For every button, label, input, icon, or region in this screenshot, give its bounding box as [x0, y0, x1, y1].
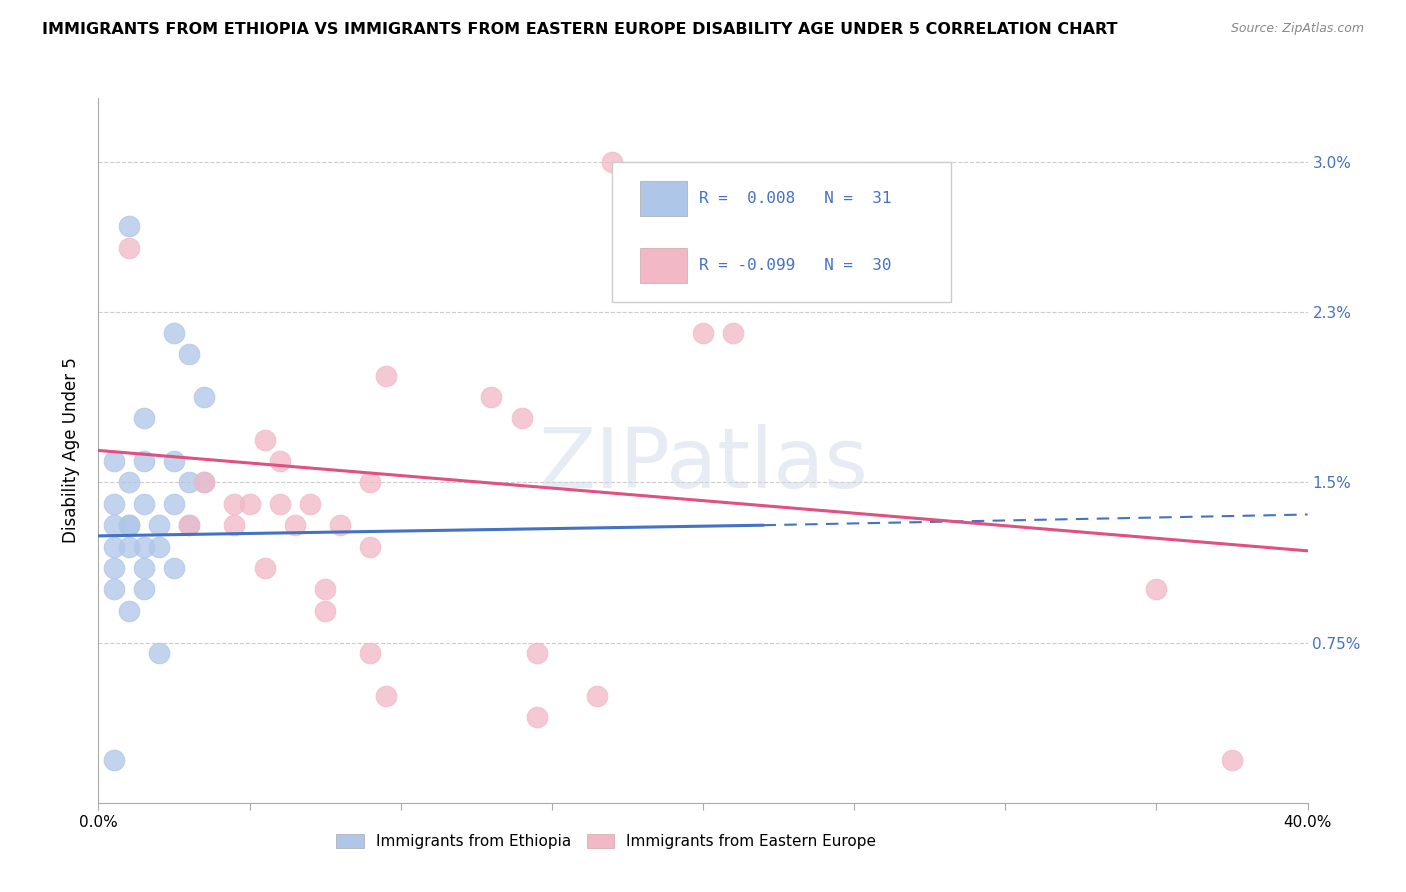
Point	[329, 518, 352, 533]
FancyBboxPatch shape	[640, 248, 688, 283]
Point	[118, 518, 141, 533]
Point	[118, 540, 141, 554]
Point	[118, 475, 141, 490]
Point	[269, 454, 291, 468]
Point	[193, 390, 215, 404]
Point	[132, 497, 155, 511]
Point	[179, 475, 201, 490]
Point	[163, 454, 186, 468]
FancyBboxPatch shape	[613, 161, 950, 302]
Point	[193, 475, 215, 490]
Point	[526, 646, 548, 660]
Point	[179, 518, 201, 533]
Text: R = -0.099   N =  30: R = -0.099 N = 30	[699, 258, 891, 273]
Point	[224, 518, 246, 533]
Point	[148, 646, 170, 660]
Point	[103, 454, 125, 468]
Point	[374, 689, 396, 703]
Point	[284, 518, 307, 533]
Point	[132, 540, 155, 554]
Point	[602, 155, 624, 169]
Point	[510, 411, 533, 425]
Point	[118, 219, 141, 234]
Point	[163, 561, 186, 575]
Text: ZIPatlas: ZIPatlas	[538, 424, 868, 505]
Y-axis label: Disability Age Under 5: Disability Age Under 5	[62, 358, 80, 543]
Point	[179, 347, 201, 361]
Text: IMMIGRANTS FROM ETHIOPIA VS IMMIGRANTS FROM EASTERN EUROPE DISABILITY AGE UNDER : IMMIGRANTS FROM ETHIOPIA VS IMMIGRANTS F…	[42, 22, 1118, 37]
Point	[163, 326, 186, 340]
Point	[586, 689, 609, 703]
Point	[360, 646, 382, 660]
Point	[132, 582, 155, 597]
Point	[253, 433, 276, 447]
Text: R =  0.008   N =  31: R = 0.008 N = 31	[699, 191, 891, 206]
Legend: Immigrants from Ethiopia, Immigrants from Eastern Europe: Immigrants from Ethiopia, Immigrants fro…	[330, 828, 883, 855]
Point	[103, 540, 125, 554]
Point	[118, 604, 141, 618]
Point	[132, 411, 155, 425]
Point	[692, 326, 714, 340]
Point	[132, 454, 155, 468]
Point	[132, 561, 155, 575]
Point	[374, 368, 396, 383]
Point	[526, 710, 548, 724]
Point	[224, 497, 246, 511]
Point	[314, 604, 336, 618]
Point	[314, 582, 336, 597]
Point	[118, 518, 141, 533]
Point	[103, 753, 125, 767]
Point	[103, 518, 125, 533]
Point	[163, 497, 186, 511]
Point	[148, 540, 170, 554]
Point	[193, 475, 215, 490]
Point	[103, 582, 125, 597]
Point	[103, 497, 125, 511]
Text: Source: ZipAtlas.com: Source: ZipAtlas.com	[1230, 22, 1364, 36]
Point	[253, 561, 276, 575]
Point	[239, 497, 262, 511]
Point	[103, 561, 125, 575]
Point	[360, 475, 382, 490]
Point	[299, 497, 322, 511]
Point	[723, 326, 745, 340]
Point	[269, 497, 291, 511]
Point	[1220, 753, 1243, 767]
Point	[118, 241, 141, 255]
Point	[148, 518, 170, 533]
FancyBboxPatch shape	[640, 181, 688, 216]
Point	[179, 518, 201, 533]
Point	[360, 540, 382, 554]
Point	[1144, 582, 1167, 597]
Point	[481, 390, 503, 404]
